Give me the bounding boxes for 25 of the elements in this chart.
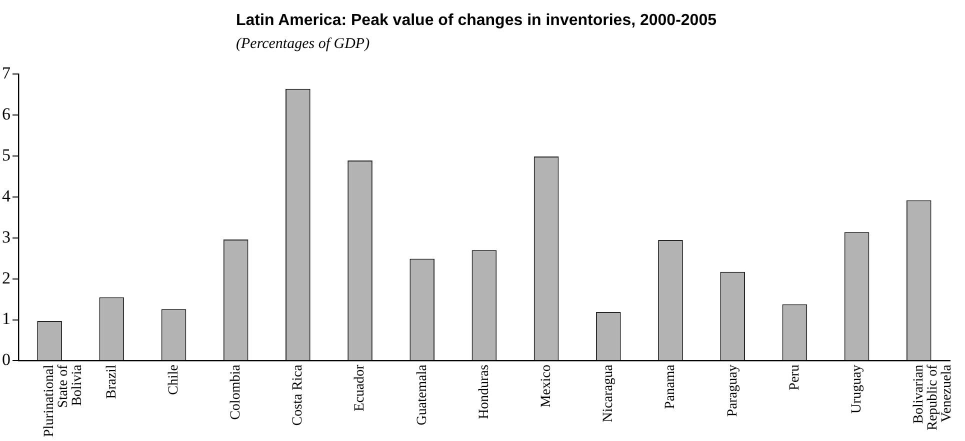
y-tick-label: 3 [2,227,10,246]
x-tick-label: Costa Rica [290,364,306,426]
y-tick-label: 6 [2,104,10,124]
x-tick-label: Nicaragua [601,364,616,422]
y-tick-label: 2 [2,268,10,288]
chart-subtitle: (Percentages of GDP) [236,36,370,53]
y-tick-label: 7 [2,64,11,83]
x-tick-label: Paraguay [725,364,740,417]
y-tick-label: 5 [2,146,10,165]
x-tick-label: Mexico [538,364,554,408]
x-tick-label: Uruguay [849,364,864,414]
x-tick-label: Ecuador [352,364,368,412]
x-tick-label: Chile [166,364,182,396]
x-tick-label: Peru [787,364,802,390]
x-tick-label: Brazil [104,364,120,399]
x-tick-label: Panama [663,364,678,410]
x-tick-label: Bolivarian Republic of Venezuela [912,364,955,430]
x-tick-label: Plurinational State of Bolivia [42,364,86,438]
y-tick-label: 0 [2,350,10,370]
x-tick-label: Guatemala [414,364,430,426]
y-tick-label: 1 [2,309,10,328]
chart-title: Latin America: Peak value of changes in inventories, 2000-2005 [236,12,716,30]
x-tick-label: Honduras [476,364,492,420]
x-tick-label: Colombia [228,364,244,420]
y-tick-label: 4 [2,186,11,206]
